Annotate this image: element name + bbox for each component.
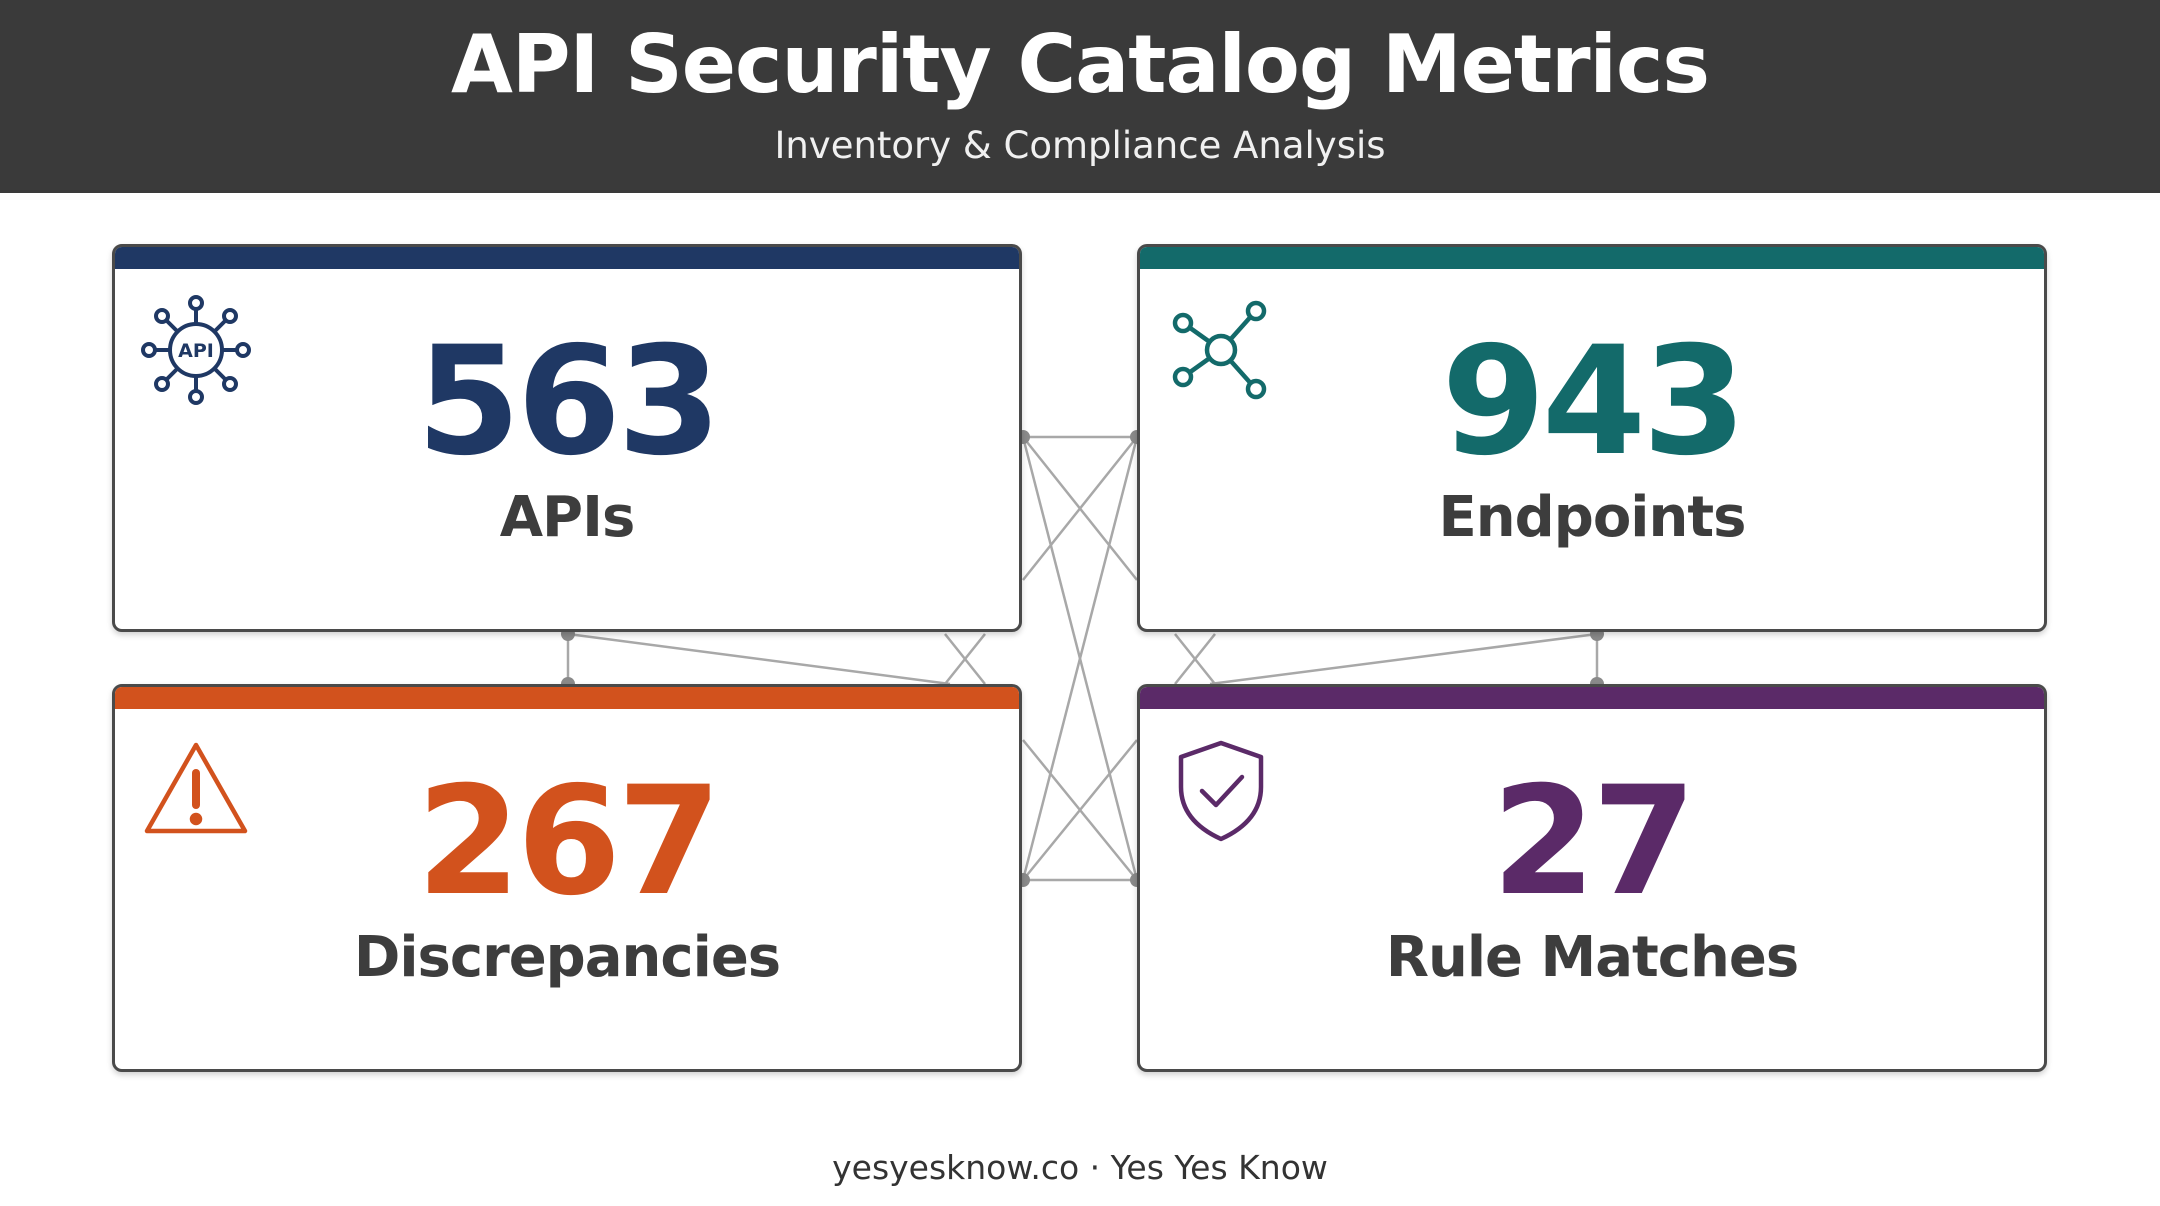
metric-label: Rule Matches (1385, 925, 1799, 990)
page-subtitle: Inventory & Compliance Analysis (774, 124, 1386, 167)
api-network-icon: API (141, 295, 251, 405)
metric-card-endpoints: 943 Endpoints (1137, 244, 2047, 632)
warning-triangle-icon (144, 742, 248, 834)
metric-label: Discrepancies (353, 925, 781, 990)
footer-credit: yesyesknow.co · Yes Yes Know (832, 1148, 1328, 1187)
page-header: API Security Catalog Metrics Inventory &… (0, 0, 2160, 193)
metric-value: 563 (416, 315, 721, 489)
page-title: API Security Catalog Metrics (451, 18, 1710, 111)
card-accent-bar (1140, 247, 2044, 269)
svg-text:API: API (178, 340, 214, 362)
metric-card-rule-matches: 27 Rule Matches (1137, 684, 2047, 1072)
metric-label: Endpoints (1438, 485, 1747, 550)
metric-label: APIs (499, 485, 636, 550)
card-accent-bar (115, 247, 1019, 269)
card-accent-bar (115, 687, 1019, 709)
metric-card-discrepancies: 267 Discrepancies (112, 684, 1022, 1072)
metric-value: 27 (1491, 755, 1697, 929)
metric-value: 943 (1441, 315, 1746, 489)
shield-check-icon (1178, 740, 1264, 842)
network-nodes-icon (1172, 300, 1267, 400)
card-accent-bar (1140, 687, 2044, 709)
metric-value: 267 (416, 755, 721, 929)
metric-card-apis: API 563 APIs (112, 244, 1022, 632)
